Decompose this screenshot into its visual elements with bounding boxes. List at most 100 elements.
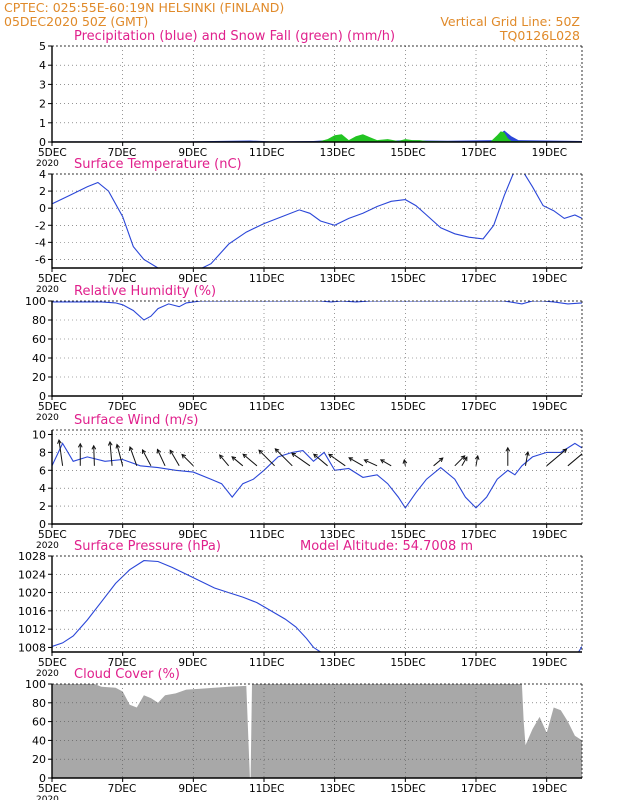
precip-plot-area: [52, 130, 582, 142]
pressure-xtick-label: 15DEC: [390, 657, 425, 669]
humidity-ytick-label: 0: [39, 390, 46, 403]
wind-year-label: 2020: [36, 541, 59, 551]
wind-vector-head-22: [438, 457, 444, 463]
cloud-ytick-label: 20: [32, 753, 46, 766]
wind-vector-12: [242, 453, 258, 467]
temperature-xtick-label: 9DEC: [178, 273, 207, 285]
wind-vector-head-0: [57, 439, 62, 444]
wind-xtick-label: 5DEC: [38, 529, 67, 541]
pressure-xtick-label: 19DEC: [532, 657, 567, 669]
cloud-xtick-label: 5DEC: [38, 783, 67, 795]
wind-vector-head-2: [91, 444, 97, 450]
wind-vector-8: [169, 449, 180, 467]
wind-series-0: [52, 442, 582, 509]
pressure-xtick-label: 13DEC: [320, 657, 355, 669]
humidity-ytick-label: 20: [32, 371, 46, 384]
wind-vector-head-15: [291, 452, 296, 457]
precip-xtick-label: 5DEC: [38, 147, 67, 159]
wind-vector-head-20: [379, 459, 385, 464]
wind-ytick-label: 6: [39, 464, 46, 477]
wind-vector-0: [58, 439, 64, 466]
wind-vector-head-27: [525, 450, 530, 456]
pressure-ytick-label: 1020: [18, 587, 46, 600]
pressure-ytick-label: 1024: [18, 568, 46, 581]
humidity-year-label: 2020: [36, 413, 59, 423]
wind-vector-16: [313, 453, 328, 467]
wind-vector-11: [231, 456, 244, 467]
cloud-series-0: [52, 684, 582, 778]
wind-vector-head-7: [156, 448, 161, 454]
humidity-title: Relative Humidity (%): [74, 284, 216, 299]
wind-vector-5: [129, 446, 138, 466]
precip-title: Precipitation (blue) and Snow Fall (gree…: [74, 29, 395, 44]
humidity-xtick-label: 17DEC: [461, 401, 496, 413]
precip-ytick-label: 0: [39, 136, 46, 149]
pressure-year-label: 2020: [36, 669, 59, 679]
precip-xtick-label: 15DEC: [390, 147, 425, 159]
wind-xtick-label: 11DEC: [249, 529, 284, 541]
precip-xtick-label: 7DEC: [108, 147, 137, 159]
temperature-xtick-label: 7DEC: [108, 273, 137, 285]
humidity-xtick-label: 11DEC: [249, 401, 284, 413]
wind-xtick-label: 13DEC: [320, 529, 355, 541]
wind-vector-head-28: [562, 448, 568, 454]
wind-vector-head-13: [258, 449, 264, 455]
wind-vector-head-26: [505, 446, 511, 452]
wind-vector-head-6: [141, 448, 147, 454]
wind-vector-head-4: [115, 443, 121, 449]
wind-vector-head-9: [181, 453, 186, 459]
wind-ytick-label: 2: [39, 500, 46, 513]
pressure-xtick-label: 17DEC: [461, 657, 496, 669]
cloud-ytick-label: 0: [39, 772, 46, 785]
humidity-xtick-label: 13DEC: [320, 401, 355, 413]
wind-vector-27: [524, 451, 529, 466]
wind-xtick-label: 9DEC: [178, 529, 207, 541]
humidity-ytick-label: 100: [25, 295, 46, 308]
pressure-xtick-label: 7DEC: [108, 657, 137, 669]
temperature-xtick-label: 11DEC: [249, 273, 284, 285]
precip-series-1: [52, 131, 582, 142]
precip-ytick-label: 4: [39, 59, 46, 72]
wind-vector-head-16: [313, 453, 318, 459]
cloud-ytick-label: 60: [32, 716, 46, 729]
pressure-xtick-label: 5DEC: [38, 657, 67, 669]
pressure-xtick-label: 9DEC: [178, 657, 207, 669]
pressure-plot-area: [52, 560, 582, 652]
temperature-xtick-label: 13DEC: [320, 273, 355, 285]
wind-vector-head-8: [169, 449, 174, 455]
wind-vector-2: [93, 445, 95, 466]
wind-vector-head-5: [128, 446, 134, 452]
wind-ytick-label: 8: [39, 446, 46, 459]
run-date-header: 05DEC2020 50Z (GMT): [4, 14, 149, 29]
temperature-ytick-label: -4: [35, 236, 46, 249]
pressure-ytick-label: 1008: [18, 641, 46, 654]
precip-xtick-label: 9DEC: [178, 147, 207, 159]
humidity-series-0: [52, 301, 582, 321]
wind-vector-19: [364, 459, 378, 467]
grid-line-note: Vertical Grid Line: 50Z: [440, 14, 580, 29]
wind-vector-25: [475, 455, 479, 466]
wind-vector-18: [348, 457, 364, 467]
precip-xtick-label: 11DEC: [249, 147, 284, 159]
wind-vector-head-1: [77, 442, 83, 448]
pressure-ytick-label: 1028: [18, 550, 46, 563]
pressure-ytick-label: 1012: [18, 623, 46, 636]
temperature-ytick-label: -2: [35, 219, 46, 232]
temperature-xtick-label: 17DEC: [461, 273, 496, 285]
precip-ytick-label: 5: [39, 40, 46, 53]
wind-xtick-label: 19DEC: [532, 529, 567, 541]
wind-vector-head-24: [463, 456, 468, 462]
wind-vector-9: [181, 454, 194, 467]
pressure-series-0: [52, 560, 321, 652]
temperature-ytick-label: 0: [39, 202, 46, 215]
wind-vector-14: [274, 448, 293, 467]
temperature-title: Surface Temperature (nC): [74, 157, 242, 172]
wind-vector-3: [109, 441, 113, 466]
station-header: CPTEC: 025:55E-60:19N HELSINKI (FINLAND): [4, 0, 285, 15]
humidity-ytick-label: 80: [32, 314, 46, 327]
wind-vector-4: [116, 444, 124, 466]
wind-ytick-label: 10: [32, 428, 46, 441]
wind-vector-head-10: [218, 454, 224, 460]
humidity-xtick-label: 9DEC: [178, 401, 207, 413]
